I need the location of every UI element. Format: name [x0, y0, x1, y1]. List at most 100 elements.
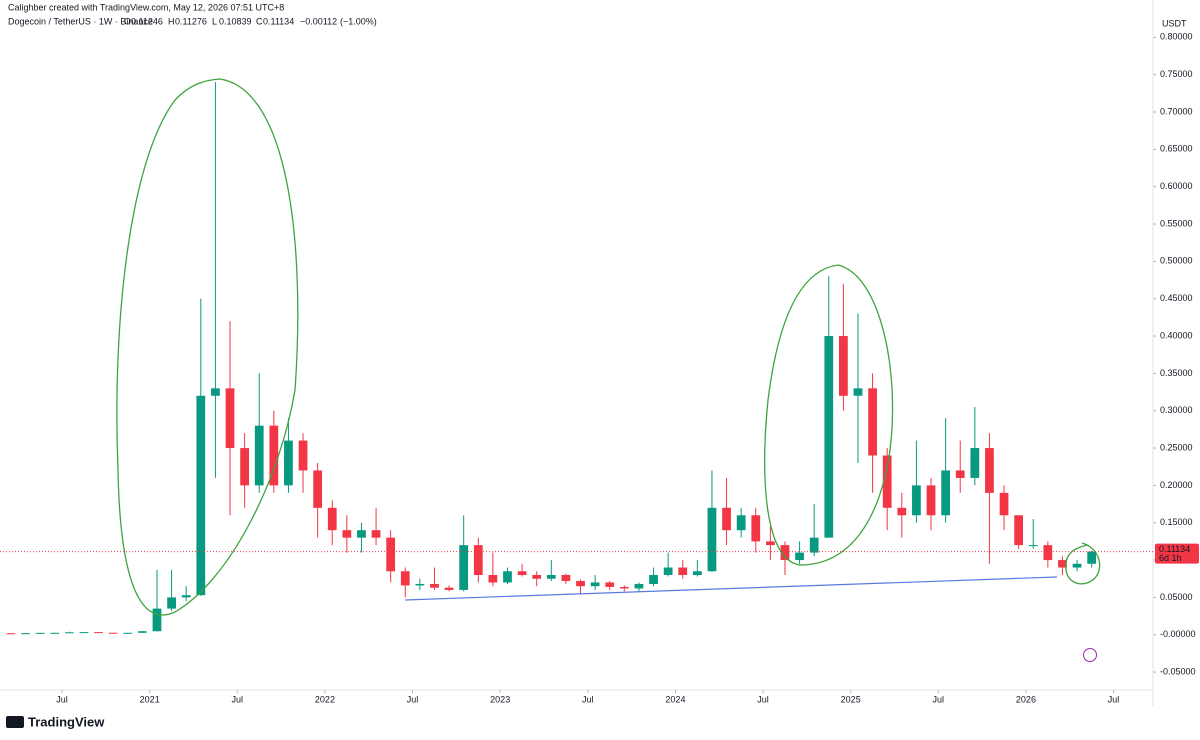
x-tick-label: 2025	[841, 694, 861, 704]
candle-body	[619, 586, 629, 589]
candle-body	[79, 632, 89, 634]
candle-body	[269, 425, 279, 486]
candle-body	[444, 587, 454, 590]
candle-body	[926, 485, 936, 516]
candle-body	[298, 440, 308, 471]
candle-body	[327, 507, 337, 531]
candle-body	[400, 571, 410, 586]
candle-body	[809, 537, 819, 553]
ohlc-legend: O 0.11246 H 0.11276 L 0.10839 C 0.11134 −0.00112…	[124, 16, 377, 26]
brand: TradingView	[28, 714, 105, 729]
candle-body	[736, 515, 746, 531]
y-tick-label: -0.00000	[1160, 629, 1196, 639]
candle-body	[254, 425, 264, 486]
candle-body	[941, 470, 951, 516]
y-tick-label: 0.20000	[1160, 480, 1193, 490]
candle-body	[1043, 545, 1053, 561]
candle-body	[6, 633, 16, 635]
candle-body	[503, 571, 512, 583]
candle-body	[897, 507, 907, 516]
candle-body	[546, 575, 556, 579]
x-tick-label: 2021	[140, 694, 160, 704]
candle-body	[1072, 563, 1082, 568]
symbol: Dogecoin / TetherUS · 1W · Binance	[8, 16, 153, 26]
y-tick-label: 0.40000	[1160, 330, 1193, 340]
candle-body	[430, 583, 439, 588]
y-tick-label: 0.65000	[1160, 144, 1193, 154]
candle-body	[211, 388, 220, 396]
candle-body	[561, 575, 571, 581]
brand-logo	[6, 716, 24, 728]
candle-body	[415, 583, 425, 586]
candle-body	[955, 470, 965, 478]
candle-body	[50, 632, 60, 634]
candle-body	[576, 580, 585, 587]
candle-body	[517, 571, 527, 575]
ohlc-value: 0.11246	[131, 16, 163, 26]
ohlc-key: C	[256, 16, 263, 26]
x-tick-label: 2024	[665, 694, 685, 704]
ohlc-key: H	[168, 16, 175, 26]
candle-body	[532, 575, 542, 579]
candle-body	[678, 567, 688, 575]
candle-body	[649, 575, 658, 584]
candle-body	[795, 552, 804, 561]
candle-body	[225, 388, 235, 449]
candle-body	[94, 632, 103, 634]
candle-body	[853, 388, 863, 396]
candle-body	[152, 608, 162, 632]
candle-body	[882, 455, 892, 508]
currency: USDT	[1162, 18, 1187, 28]
ohlc-value: 0.11134	[263, 16, 294, 26]
y-tick-label: 0.75000	[1160, 69, 1193, 79]
x-tick-label: Jul	[1108, 694, 1120, 704]
candle-body	[970, 448, 980, 478]
change: −0.00112	[300, 16, 337, 26]
candle-body	[108, 632, 118, 634]
candle-body	[999, 492, 1009, 516]
candle-body	[985, 448, 994, 493]
annotation-ellipse	[116, 78, 299, 616]
ohlc-key: L	[212, 16, 217, 26]
x-tick-label: Jul	[757, 694, 769, 704]
countdown: 6d 1h	[1159, 553, 1182, 563]
candle-body	[824, 336, 834, 538]
candle-body	[64, 632, 74, 634]
candle-body	[765, 541, 775, 546]
candle-body	[751, 515, 761, 542]
y-tick-label: 0.45000	[1160, 293, 1193, 303]
y-tick-label: -0.05000	[1160, 666, 1196, 676]
x-tick-label: Jul	[56, 694, 68, 704]
x-tick-label: Jul	[582, 694, 594, 704]
candle-body	[605, 582, 615, 587]
annotation-circle	[1065, 542, 1101, 585]
candle-body	[371, 530, 381, 538]
candle-body	[663, 567, 673, 575]
candle-body	[839, 336, 848, 396]
candle-body	[473, 545, 483, 575]
ohlc-value: 0.10839	[219, 16, 252, 26]
x-tick-label: 2022	[315, 694, 335, 704]
candle-body	[707, 507, 717, 572]
candle-body	[488, 575, 498, 583]
y-tick-label: 0.25000	[1160, 442, 1193, 452]
candle-body	[342, 530, 352, 538]
event-icon	[1083, 648, 1097, 662]
candle-body	[386, 537, 396, 572]
x-tick-label: Jul	[933, 694, 945, 704]
candle-body	[1058, 560, 1067, 568]
candle-body	[123, 632, 133, 634]
candle-body	[692, 571, 702, 575]
y-tick-label: 0.60000	[1160, 181, 1193, 191]
last-price-tag	[1155, 543, 1199, 564]
y-tick-label: 0.50000	[1160, 256, 1193, 266]
y-tick-label: 0.30000	[1160, 405, 1193, 415]
plot	[0, 82, 1153, 635]
candle-body	[868, 388, 877, 456]
candle-body	[181, 595, 191, 598]
x-tick-label: 2026	[1016, 694, 1036, 704]
candle-body	[21, 633, 30, 635]
candle-body	[284, 440, 293, 486]
y-tick-label: 0.15000	[1160, 517, 1193, 527]
